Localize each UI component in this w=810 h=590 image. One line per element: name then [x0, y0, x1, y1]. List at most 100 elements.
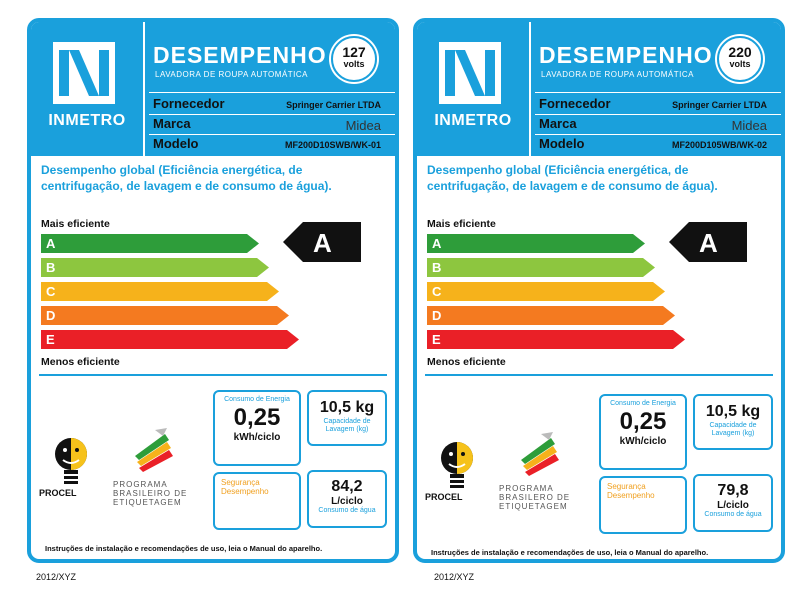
performance-description: Desempenho global (Eficiência energética… — [427, 163, 718, 193]
energy-unit: kWh/ciclo — [233, 432, 281, 443]
header-divider — [149, 92, 395, 93]
supplier-label: Fornecedor — [153, 96, 225, 111]
energy-consumption-box: Consumo de Energia 0,25 kWh/ciclo — [213, 390, 301, 466]
safety-caption: Segurança Desempenho — [607, 482, 655, 500]
bar-letter: B — [432, 260, 442, 275]
voltage-unit: volts — [343, 59, 365, 69]
bar-e-shape — [41, 330, 299, 349]
rating-arrow: A — [669, 222, 747, 262]
capacity-caption: Capacidade de Lavagem (kg) — [323, 418, 371, 433]
bar-d-shape — [427, 306, 675, 325]
inmetro-logo: INMETRO — [417, 22, 531, 156]
bar-letter: E — [432, 332, 441, 347]
header-divider — [149, 114, 395, 115]
pbe-text: PROGRAMA BRASILERO DE ETIQUETAGEM — [499, 484, 571, 511]
energy-label-220v: INMETRO DESEMPENHO LAVADORA DE ROUPA AUT… — [413, 18, 785, 563]
energy-caption: Consumo de Energia — [610, 400, 676, 407]
energy-caption: Consumo de Energia — [224, 396, 290, 403]
bar-b-shape — [41, 258, 269, 277]
safety-box: Segurança Desempenho — [213, 472, 301, 530]
section-separator — [425, 374, 773, 376]
label-code: 2012/XYZ — [36, 572, 77, 582]
efficiency-bar-c: C — [41, 282, 279, 301]
pbe-text: PROGRAMA BRASILEIRO DE ETIQUETAGEM — [113, 480, 188, 507]
footer-instructions: Instruções de instalação e recomendações… — [431, 548, 709, 557]
bar-letter: A — [46, 236, 56, 251]
water-caption: Consumo de água — [704, 511, 762, 518]
efficiency-bar-c: C — [427, 282, 665, 301]
brand-label: Marca — [153, 116, 191, 131]
bar-d-shape — [41, 306, 289, 325]
bar-letter: C — [46, 284, 56, 299]
label-header: INMETRO DESEMPENHO LAVADORA DE ROUPA AUT… — [417, 22, 781, 156]
label-code: 2012/XYZ — [434, 572, 475, 582]
bar-c-shape — [427, 282, 665, 301]
safety-box: Segurança Desempenho — [599, 476, 687, 534]
header-divider — [535, 114, 781, 115]
pbe-logo-icon — [521, 432, 559, 476]
bar-letter: A — [432, 236, 442, 251]
capacity-value: 10,5 kg — [705, 403, 761, 420]
energy-consumption-box: Consumo de Energia 0,25 kWh/ciclo — [599, 394, 687, 470]
section-separator — [39, 374, 387, 376]
brand-value: Midea — [345, 118, 381, 133]
brand-label: Marca — [539, 116, 577, 131]
efficiency-bar-d: D — [427, 306, 675, 325]
label-header: INMETRO DESEMPENHO LAVADORA DE ROUPA AUT… — [31, 22, 395, 156]
header-divider — [149, 134, 395, 135]
efficiency-bar-b: B — [41, 258, 269, 277]
water-value: 79,8 — [717, 482, 749, 499]
less-efficient-label: Menos eficiente — [41, 356, 120, 368]
procel-lightbulb-icon — [55, 438, 87, 484]
inmetro-logo-text: INMETRO — [48, 112, 126, 129]
procel-text: PROCEL — [39, 488, 77, 498]
bar-letter: B — [46, 260, 56, 275]
bar-c-shape — [41, 282, 279, 301]
model-label: Modelo — [539, 136, 585, 151]
water-value: 84,2 — [331, 478, 363, 495]
bar-a-shape — [427, 234, 645, 253]
inmetro-logo-icon — [53, 42, 115, 104]
supplier-value: Springer Carrier LTDA — [672, 100, 767, 110]
bar-letter: C — [432, 284, 442, 299]
voltage-badge: 220 volts — [717, 36, 763, 82]
capacity-caption: Capacidade de Lavagem (kg) — [709, 422, 757, 437]
efficiency-bar-d: D — [41, 306, 289, 325]
bar-a-shape — [41, 234, 259, 253]
supplier-value: Springer Carrier LTDA — [286, 100, 381, 110]
label-title: DESEMPENHO — [539, 42, 713, 68]
energy-value: 0,25 — [619, 408, 667, 435]
procel-text: PROCEL — [425, 492, 463, 502]
water-consumption-box: 79,8 L/ciclo Consumo de água — [693, 474, 773, 532]
pbe-logo-icon — [135, 428, 173, 472]
bar-letter: D — [46, 308, 56, 323]
procel-lightbulb-icon — [441, 442, 473, 488]
rating-letter: A — [313, 228, 332, 258]
more-efficient-label: Mais eficiente — [427, 218, 496, 230]
model-label: Modelo — [153, 136, 199, 151]
performance-description: Desempenho global (Eficiência energética… — [41, 163, 332, 193]
water-unit: L/ciclo — [331, 496, 363, 507]
capacity-box: 10,5 kg Capacidade de Lavagem (kg) — [693, 394, 773, 450]
voltage-number: 127 — [342, 44, 366, 60]
voltage-badge: 127 volts — [331, 36, 377, 82]
model-value: MF200D105WB/WK-02 — [671, 140, 767, 150]
bar-letter: E — [46, 332, 55, 347]
bar-e-shape — [427, 330, 685, 349]
inmetro-logo-text: INMETRO — [434, 112, 512, 129]
model-value: MF200D10SWB/WK-01 — [284, 140, 381, 150]
efficiency-bar-e: E — [427, 330, 685, 349]
energy-value: 0,25 — [233, 404, 281, 431]
water-caption: Consumo de água — [318, 507, 376, 514]
energy-unit: kWh/ciclo — [619, 436, 667, 447]
rating-letter: A — [699, 228, 718, 258]
inmetro-logo-icon — [439, 42, 501, 104]
brand-value: Midea — [731, 118, 767, 133]
more-efficient-label: Mais eficiente — [41, 218, 110, 230]
efficiency-bar-a: A — [427, 234, 645, 253]
footer-instructions: Instruções de instalação e recomendações… — [45, 544, 323, 553]
efficiency-bar-e: E — [41, 330, 299, 349]
efficiency-bar-a: A — [41, 234, 259, 253]
inmetro-logo: INMETRO — [31, 22, 145, 156]
bar-letter: D — [432, 308, 442, 323]
